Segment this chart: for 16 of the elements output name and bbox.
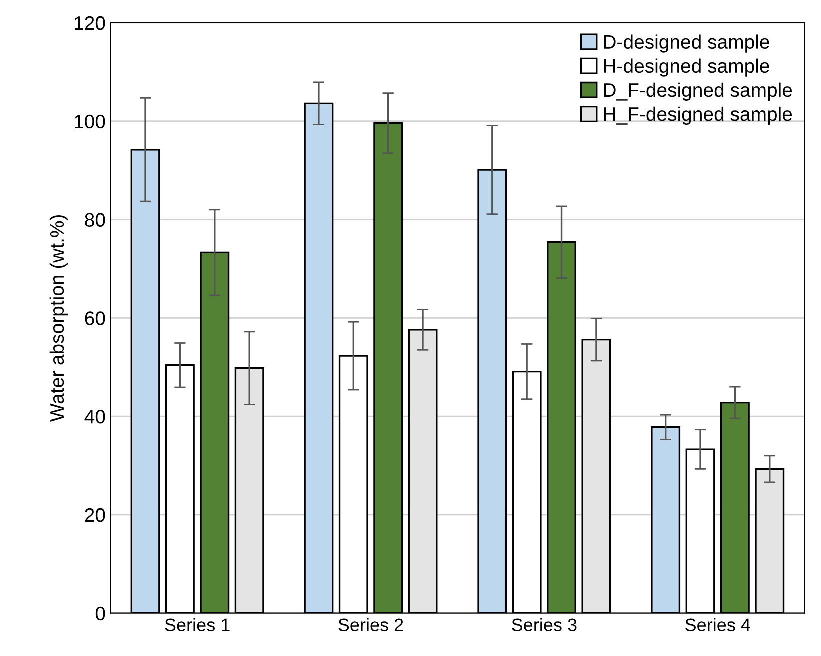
x-tick-label: Series 3: [512, 618, 577, 632]
legend-label: D_F-designed sample: [604, 82, 792, 101]
y-tick-label: 80: [85, 213, 106, 227]
legend-label: H_F-designed sample: [604, 106, 792, 126]
y-tick-label: 60: [85, 312, 106, 326]
y-axis-title: Water absorption (wt.%): [50, 215, 68, 422]
y-tick-label: 40: [84, 410, 106, 424]
x-tick-label: Series 2: [338, 618, 404, 632]
legend-label: H-designed sample: [604, 58, 770, 77]
y-tick-label: 120: [75, 16, 106, 30]
y-tick-label: 0: [96, 606, 106, 621]
y-tick-label: 100: [75, 114, 106, 129]
y-tick-label: 20: [85, 508, 106, 522]
x-tick-label: Series 4: [686, 618, 750, 632]
x-tick-label: Series 1: [165, 618, 230, 632]
legend-label: D-designed sample: [604, 34, 770, 53]
